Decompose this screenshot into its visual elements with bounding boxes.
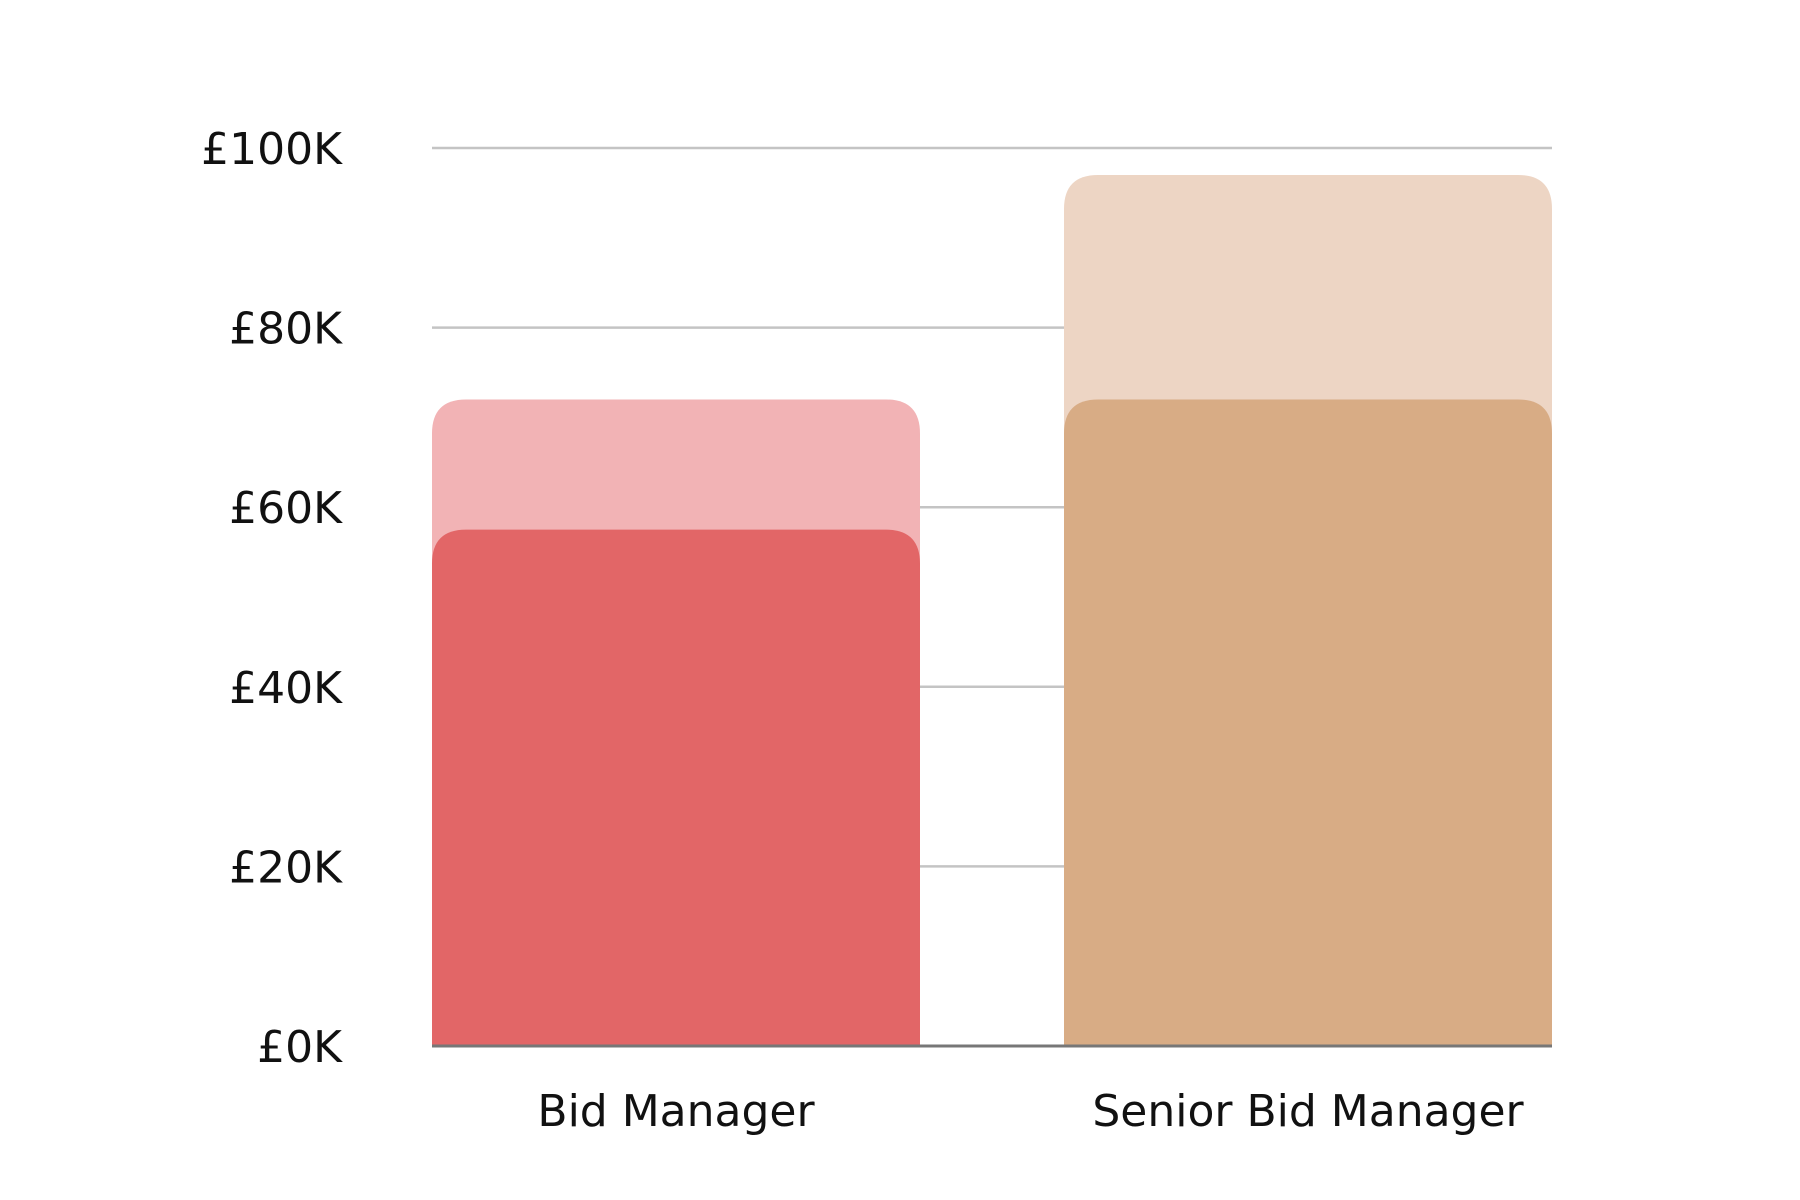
x-category-label: Bid Manager xyxy=(537,1086,815,1137)
y-tick-label: £60K xyxy=(229,483,343,534)
x-category-label: Senior Bid Manager xyxy=(1092,1086,1524,1137)
x-axis-category-labels: Bid Manager Senior Bid Manager xyxy=(537,1086,1524,1137)
y-tick-label: £100K xyxy=(201,124,343,175)
bars xyxy=(432,174,1552,1046)
y-tick-label: £20K xyxy=(229,842,343,893)
y-axis-tick-labels: £0K £20K £40K £60K £80K £100K xyxy=(201,124,343,1073)
bar-lower-senior-bid-manager xyxy=(1064,399,1552,1046)
y-tick-label: £80K xyxy=(229,304,343,355)
bar-lower-bid-manager xyxy=(432,529,920,1046)
y-tick-label: £0K xyxy=(257,1022,343,1073)
y-tick-label: £40K xyxy=(229,663,343,714)
